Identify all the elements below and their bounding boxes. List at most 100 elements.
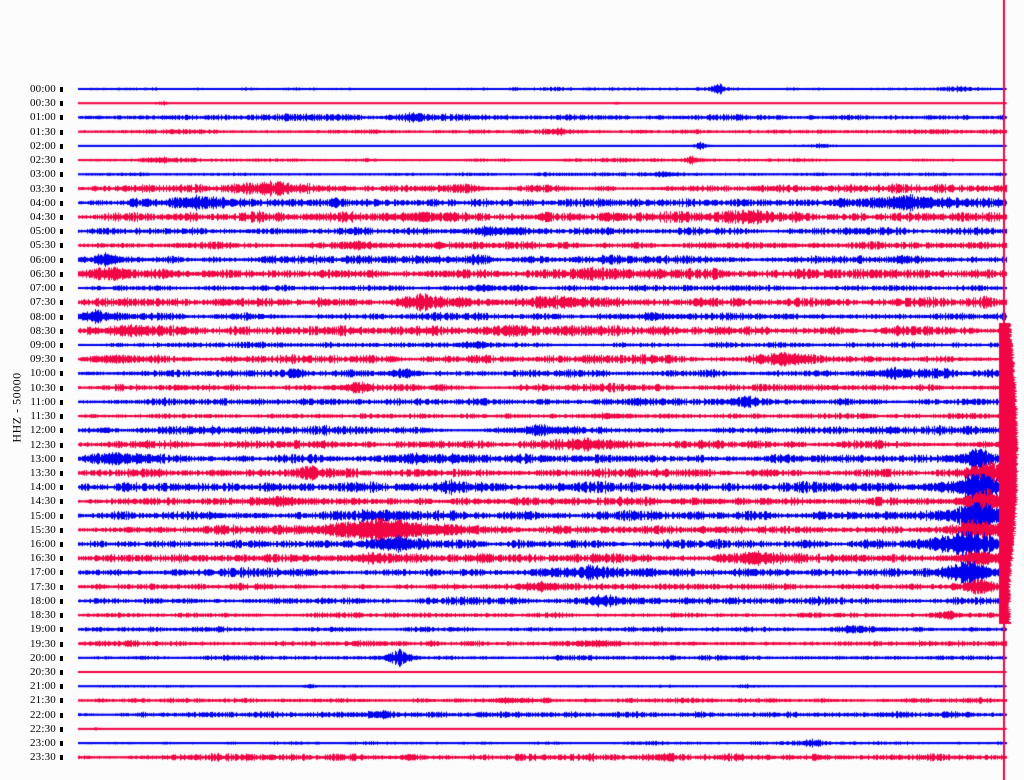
time-label: 11:00 bbox=[30, 395, 56, 408]
axis-tick bbox=[60, 200, 63, 206]
time-label: 13:00 bbox=[29, 452, 56, 465]
time-label: 06:30 bbox=[29, 267, 56, 280]
time-label: 14:30 bbox=[29, 495, 56, 508]
time-label: 23:30 bbox=[29, 751, 56, 764]
time-label: 05:00 bbox=[29, 225, 56, 238]
axis-tick bbox=[60, 385, 63, 391]
time-label: 17:30 bbox=[29, 580, 56, 593]
axis-tick bbox=[60, 129, 63, 135]
axis-tick bbox=[60, 456, 63, 462]
axis-tick bbox=[60, 243, 63, 249]
time-label: 18:00 bbox=[29, 594, 56, 607]
axis-tick bbox=[60, 613, 63, 619]
time-label: 03:00 bbox=[29, 168, 56, 181]
axis-tick bbox=[60, 527, 63, 533]
time-label: 21:00 bbox=[29, 680, 56, 693]
axis-tick bbox=[60, 342, 63, 348]
time-label: 09:00 bbox=[29, 338, 56, 351]
axis-tick bbox=[60, 328, 63, 334]
axis-tick bbox=[60, 101, 63, 107]
axis-tick bbox=[60, 414, 63, 420]
axis-tick bbox=[60, 257, 63, 263]
axis-tick bbox=[60, 513, 63, 519]
time-label: 00:30 bbox=[29, 97, 56, 110]
axis-tick bbox=[60, 570, 63, 576]
axis-tick bbox=[60, 712, 63, 718]
time-label: 22:30 bbox=[29, 722, 56, 735]
axis-tick bbox=[60, 556, 63, 562]
axis-tick bbox=[60, 542, 63, 548]
time-label: 22:00 bbox=[29, 708, 56, 721]
time-label: 10:00 bbox=[29, 367, 56, 380]
time-label: 01:00 bbox=[29, 111, 56, 124]
time-label: 05:30 bbox=[29, 239, 56, 252]
axis-tick bbox=[60, 641, 63, 647]
time-label: 16:00 bbox=[29, 538, 56, 551]
axis-tick bbox=[60, 499, 63, 505]
time-label: 14:00 bbox=[29, 481, 56, 494]
time-label: 11:30 bbox=[30, 410, 56, 423]
axis-tick bbox=[60, 627, 63, 633]
axis-tick bbox=[60, 670, 63, 676]
time-label: 10:30 bbox=[29, 381, 56, 394]
time-label: 12:30 bbox=[29, 438, 56, 451]
axis-tick bbox=[60, 115, 63, 121]
axis-tick bbox=[60, 271, 63, 277]
axis-tick bbox=[60, 172, 63, 178]
time-label: 07:30 bbox=[29, 296, 56, 309]
time-label: 03:30 bbox=[29, 182, 56, 195]
axis-tick bbox=[60, 229, 63, 235]
time-label: 23:00 bbox=[29, 737, 56, 750]
axis-tick bbox=[60, 314, 63, 320]
axis-tick bbox=[60, 87, 63, 92]
time-label: 02:30 bbox=[29, 154, 56, 167]
time-label: 17:00 bbox=[29, 566, 56, 579]
axis-tick bbox=[60, 428, 63, 434]
time-axis-labels: 00:00 00:30 01:00 01:30 02:00 02:30 03:00 03:30… bbox=[0, 0, 56, 780]
axis-tick bbox=[60, 755, 63, 761]
axis-tick bbox=[60, 741, 63, 747]
time-axis-ticks bbox=[60, 0, 64, 780]
axis-tick bbox=[60, 584, 63, 590]
axis-tick bbox=[60, 726, 63, 732]
axis-tick bbox=[60, 214, 63, 220]
time-label: 15:30 bbox=[29, 523, 56, 536]
time-label: 16:30 bbox=[29, 552, 56, 565]
axis-tick bbox=[60, 300, 63, 306]
time-label: 00:00 bbox=[29, 83, 56, 95]
axis-tick bbox=[60, 399, 63, 405]
time-label: 13:30 bbox=[29, 466, 56, 479]
time-label: 04:00 bbox=[29, 196, 56, 209]
time-label: 20:30 bbox=[29, 666, 56, 679]
axis-tick bbox=[60, 684, 63, 690]
axis-tick bbox=[60, 655, 63, 661]
time-label: 21:30 bbox=[29, 694, 56, 707]
axis-tick bbox=[60, 698, 63, 704]
axis-tick bbox=[60, 158, 63, 164]
time-label: 19:00 bbox=[29, 623, 56, 636]
time-label: 04:30 bbox=[29, 210, 56, 223]
time-label: 15:00 bbox=[29, 509, 56, 522]
time-label: 02:00 bbox=[29, 139, 56, 152]
axis-tick bbox=[60, 470, 63, 476]
axis-tick bbox=[60, 442, 63, 448]
time-label: 07:00 bbox=[29, 282, 56, 295]
axis-tick bbox=[60, 371, 63, 377]
time-label: 08:00 bbox=[29, 310, 56, 323]
time-label: 08:30 bbox=[29, 324, 56, 337]
axis-tick bbox=[60, 598, 63, 604]
time-label: 06:00 bbox=[29, 253, 56, 266]
axis-tick bbox=[60, 286, 63, 292]
time-label: 12:00 bbox=[29, 424, 56, 437]
time-label: 19:30 bbox=[29, 637, 56, 650]
time-label: 18:30 bbox=[29, 609, 56, 622]
axis-tick bbox=[60, 143, 63, 149]
axis-tick bbox=[60, 357, 63, 363]
time-label: 01:30 bbox=[29, 125, 56, 138]
axis-tick bbox=[60, 485, 63, 491]
time-label: 09:30 bbox=[29, 353, 56, 366]
axis-tick bbox=[60, 186, 63, 192]
